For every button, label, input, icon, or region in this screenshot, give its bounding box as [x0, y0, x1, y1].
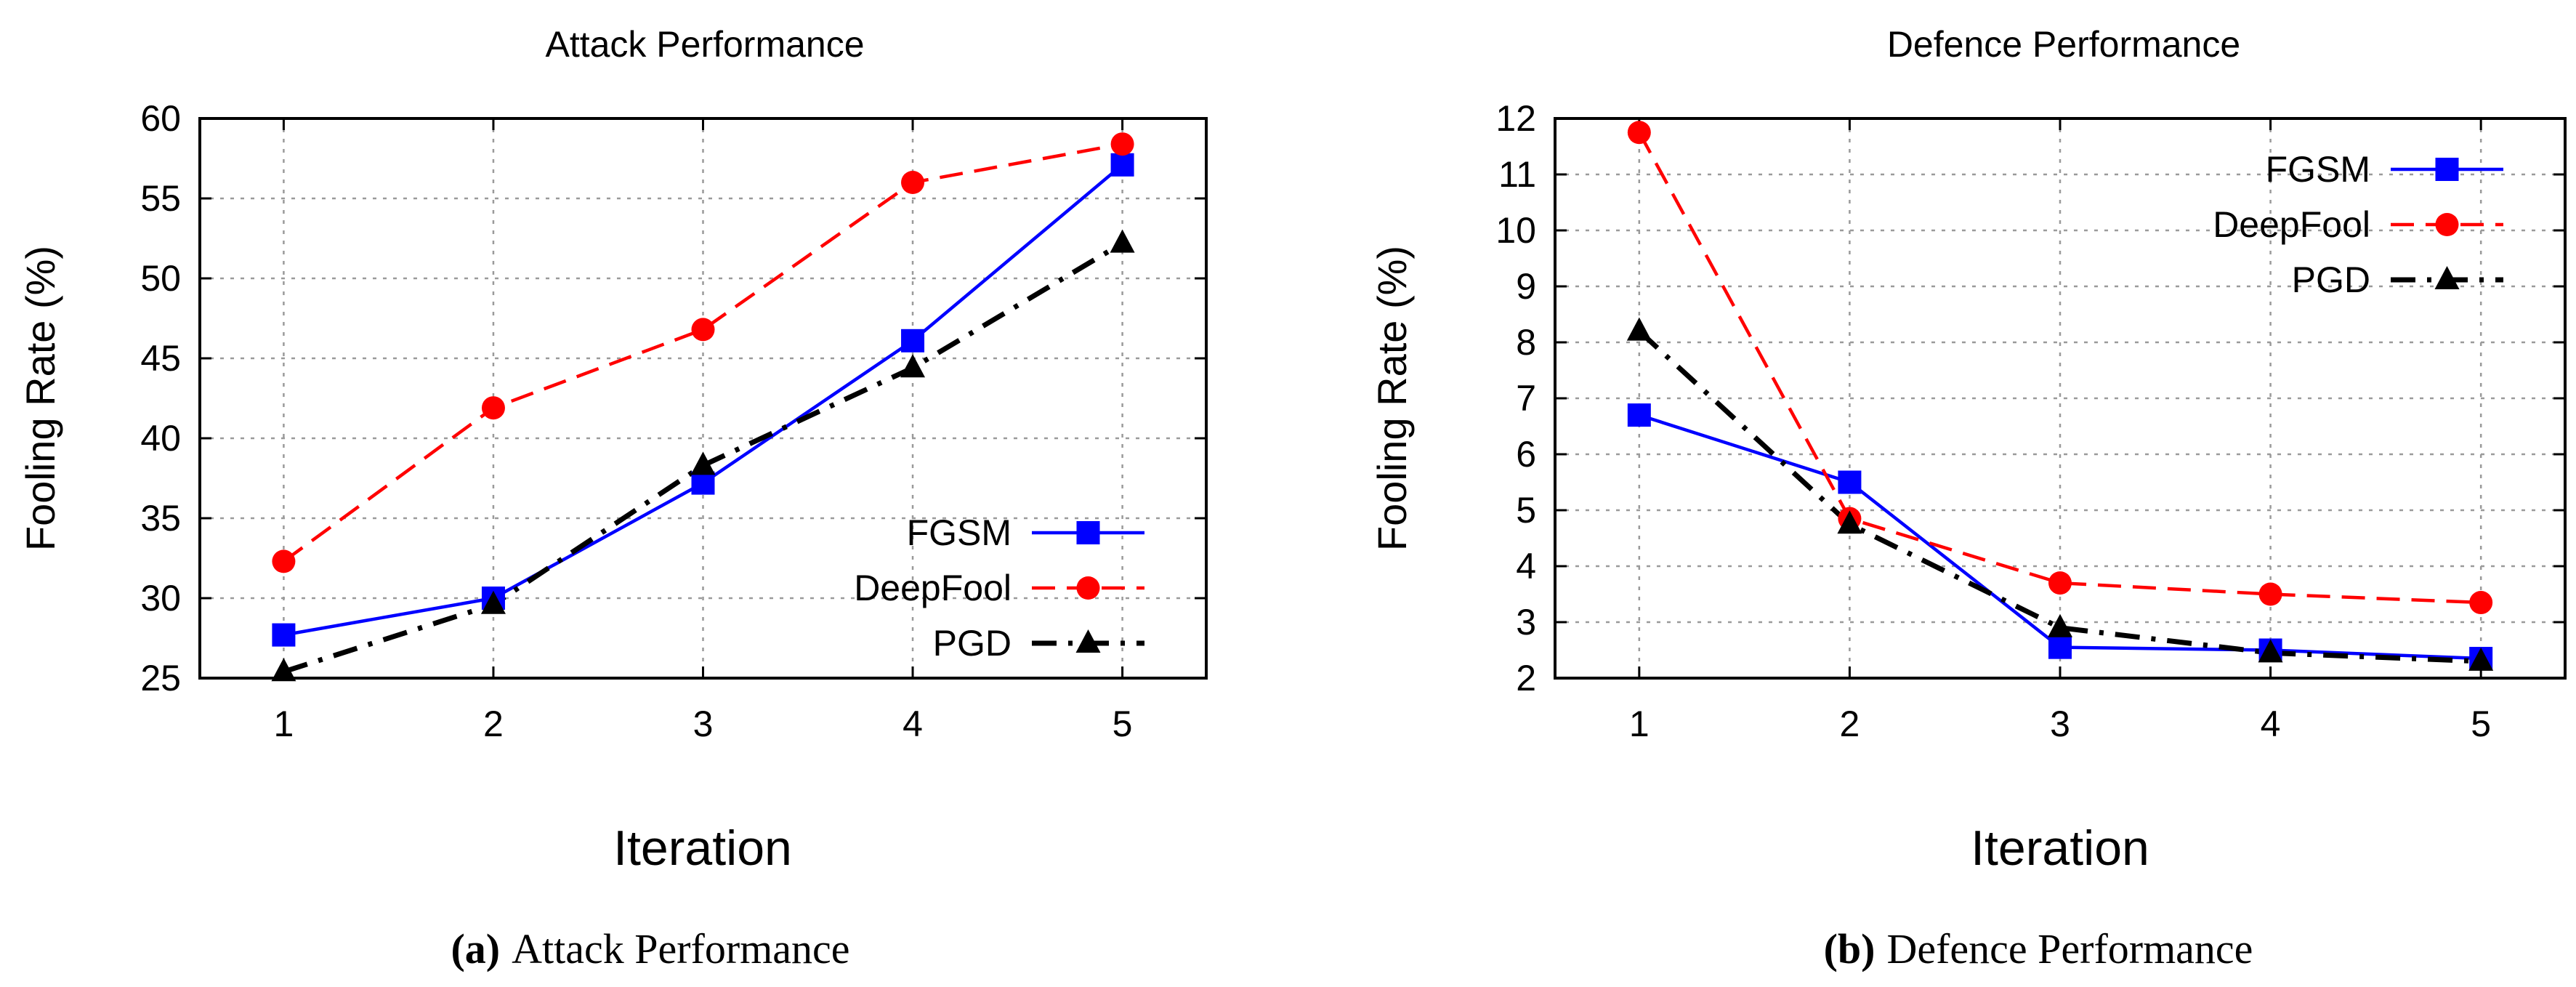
data-point-deepfool [901, 171, 925, 194]
legend-label-deepfool: DeepFool [854, 568, 1012, 608]
caption-label: (b) [1824, 925, 1876, 972]
y-tick-label: 10 [1495, 210, 1536, 251]
y-tick-label: 11 [1498, 154, 1536, 195]
y-tick-labels: 25 30 35 40 45 50 55 60 [140, 98, 1206, 698]
data-point-pgd [2258, 639, 2283, 663]
data-point-fgsm [1110, 153, 1134, 177]
legend-label-fgsm: FGSM [2266, 149, 2370, 190]
data-point-fgsm [1627, 403, 1651, 427]
legend: FGSM DeepFool PGD [2213, 149, 2503, 300]
data-point-pgd [690, 451, 716, 475]
y-tick-label: 35 [140, 498, 181, 539]
legend-label-deepfool: DeepFool [2213, 204, 2370, 245]
data-point-deepfool [2048, 571, 2072, 595]
data-point-deepfool [2469, 591, 2493, 615]
legend-marker-pgd [1075, 629, 1101, 653]
data-point-deepfool [691, 318, 715, 342]
data-point-fgsm [272, 623, 296, 647]
legend-label-fgsm: FGSM [907, 512, 1012, 553]
y-axis-label: Fooling Rate (%) [1369, 246, 1415, 551]
y-tick-label: 7 [1516, 378, 1536, 419]
legend-marker-pgd [2434, 266, 2460, 289]
y-tick-label: 50 [140, 258, 181, 299]
series-line-deepfool [1637, 132, 2482, 605]
x-tick-label: 1 [274, 704, 294, 744]
y-tick-label: 6 [1516, 434, 1536, 475]
x-tick-label: 3 [693, 704, 714, 744]
x-tick-label: 5 [2471, 704, 2491, 744]
x-tick-label: 2 [483, 704, 504, 744]
caption-text: Defence Performance [1886, 925, 2253, 972]
data-point-deepfool [1110, 132, 1134, 156]
series-line-fgsm [283, 164, 1124, 637]
y-tick-label: 12 [1495, 98, 1536, 139]
data-point-deepfool [481, 396, 505, 420]
legend-marker-fgsm [2435, 158, 2459, 181]
caption-label: (a) [451, 925, 500, 972]
legend-marker-fgsm [1076, 521, 1100, 544]
y-tick-label: 8 [1516, 322, 1536, 363]
grid [1555, 118, 2565, 678]
legend-label-pgd: PGD [2292, 259, 2370, 300]
y-tick-label: 25 [140, 658, 181, 698]
y-tick-label: 45 [140, 338, 181, 379]
data-point-fgsm [1838, 470, 1862, 494]
data-point-pgd [2468, 647, 2494, 671]
x-tick-label: 3 [2050, 704, 2070, 744]
series-line-pgd [1637, 329, 2482, 664]
plot-frame [1554, 117, 2567, 680]
series-line-deepfool [283, 142, 1123, 563]
chart-title: Defence Performance [1887, 24, 2240, 65]
data-point-pgd [900, 354, 926, 378]
y-tick-label: 2 [1516, 658, 1536, 698]
chart-title: Attack Performance [545, 24, 864, 65]
data-point-deepfool [272, 549, 296, 573]
data-point-fgsm [901, 329, 925, 352]
y-tick-label: 4 [1516, 546, 1536, 587]
plot-frame [198, 117, 1208, 680]
x-axis-label: Iteration [613, 821, 792, 876]
series-group [1626, 121, 2494, 671]
data-point-pgd [1626, 317, 1652, 341]
x-tick-label: 2 [1840, 704, 1860, 744]
caption: (a) Attack Performance [451, 925, 849, 972]
data-point-deepfool [1627, 121, 1651, 145]
series-group [271, 132, 1135, 682]
y-tick-labels: 2 3 4 5 6 7 8 9 10 11 12 [1495, 98, 2565, 698]
x-tick-label: 4 [903, 704, 923, 744]
y-tick-label: 55 [140, 178, 181, 219]
legend: FGSM DeepFool PGD [854, 512, 1144, 664]
x-axis-label: Iteration [1971, 821, 2149, 876]
data-point-fgsm [2048, 635, 2072, 659]
x-tick-label: 4 [2261, 704, 2281, 744]
caption-text: Attack Performance [512, 925, 849, 972]
legend-marker-deepfool [2435, 213, 2459, 236]
y-tick-label: 60 [140, 98, 181, 139]
data-point-pgd [1110, 229, 1135, 253]
x-tick-labels: 1 2 3 4 5 [1629, 118, 2491, 744]
y-tick-label: 3 [1516, 602, 1536, 642]
y-tick-label: 9 [1516, 266, 1536, 307]
legend-marker-deepfool [1076, 576, 1100, 600]
legend-label-pgd: PGD [933, 623, 1012, 664]
x-tick-labels: 1 2 3 4 5 [274, 118, 1133, 744]
data-point-pgd [2048, 613, 2072, 637]
caption: (b) Defence Performance [1824, 925, 2253, 972]
x-tick-label: 5 [1113, 704, 1133, 744]
data-point-fgsm [691, 471, 715, 495]
data-point-pgd [1837, 510, 1862, 534]
y-tick-label: 30 [140, 578, 181, 619]
data-point-pgd [480, 590, 506, 614]
y-tick-label: 5 [1516, 490, 1536, 531]
data-point-deepfool [2258, 582, 2282, 606]
x-tick-label: 1 [1629, 704, 1650, 744]
y-tick-label: 40 [140, 418, 181, 459]
grid [200, 118, 1206, 678]
y-axis-label: Fooling Rate (%) [17, 246, 63, 551]
data-point-pgd [271, 658, 296, 682]
